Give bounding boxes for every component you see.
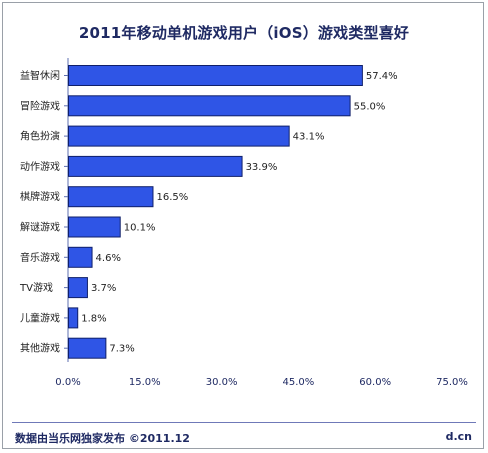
category-label: 冒险游戏 bbox=[20, 99, 60, 112]
bar bbox=[68, 125, 290, 147]
bar bbox=[68, 246, 93, 268]
footer-divider bbox=[12, 422, 476, 423]
bar bbox=[68, 337, 107, 359]
category-label: 其他游戏 bbox=[20, 342, 60, 355]
data-label: 57.4% bbox=[366, 71, 398, 82]
data-label: 1.8% bbox=[81, 313, 106, 324]
data-label: 43.1% bbox=[293, 132, 325, 143]
data-label: 3.7% bbox=[91, 283, 116, 294]
bar bbox=[68, 155, 243, 177]
data-label: 33.9% bbox=[246, 162, 278, 173]
category-label: 动作游戏 bbox=[20, 160, 60, 173]
data-label: 55.0% bbox=[354, 101, 386, 112]
data-label: 10.1% bbox=[124, 223, 156, 234]
category-label: TV游戏 bbox=[19, 281, 53, 294]
bar bbox=[68, 277, 88, 299]
chart-title: 2011年移动单机游戏用户（iOS）游戏类型喜好 bbox=[78, 24, 410, 42]
data-label: 7.3% bbox=[109, 344, 134, 355]
data-label: 16.5% bbox=[156, 192, 188, 203]
x-tick-label: 30.0% bbox=[206, 377, 238, 388]
bar bbox=[68, 307, 79, 329]
x-tick-label: 60.0% bbox=[359, 377, 391, 388]
bar bbox=[68, 95, 351, 117]
data-label: 4.6% bbox=[96, 253, 121, 264]
category-label: 益智休闲 bbox=[20, 69, 60, 82]
category-label: 儿童游戏 bbox=[20, 311, 60, 324]
bar bbox=[68, 186, 154, 208]
footer-source: 数据由当乐网独家发布 ©2011.12 bbox=[15, 432, 190, 445]
category-label: 解谜游戏 bbox=[20, 221, 60, 234]
category-label: 音乐游戏 bbox=[20, 251, 60, 264]
bar bbox=[68, 216, 121, 238]
x-tick-label: 0.0% bbox=[55, 377, 80, 388]
category-label: 棋牌游戏 bbox=[20, 190, 60, 203]
category-label: 角色扮演 bbox=[20, 130, 60, 143]
x-tick-label: 15.0% bbox=[129, 377, 161, 388]
footer-site: d.cn bbox=[445, 430, 472, 443]
bar bbox=[68, 65, 363, 86]
x-tick-label: 75.0% bbox=[436, 377, 468, 388]
x-tick-label: 45.0% bbox=[283, 377, 315, 388]
